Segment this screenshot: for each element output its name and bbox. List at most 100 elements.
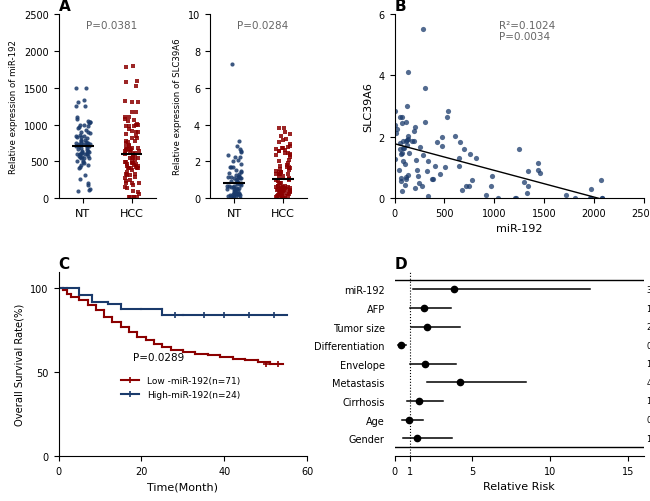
Point: [522, 190, 532, 198]
Point: [231, 189, 241, 197]
Point: [81, 139, 91, 147]
Point: [127, 108, 138, 116]
Point: [120, 137, 131, 145]
Point: [396, 178, 406, 186]
Point: [596, 195, 606, 203]
Point: [120, 150, 130, 158]
Text: 2.089[1.044,4.180]: 2.089[1.044,4.180]: [647, 323, 650, 332]
Point: [124, 164, 134, 172]
Point: [133, 145, 144, 153]
Point: [84, 119, 95, 127]
Point: [225, 163, 235, 171]
Point: [120, 116, 131, 124]
Point: [75, 151, 85, 159]
Point: [79, 97, 90, 105]
Point: [125, 149, 135, 157]
Point: [231, 185, 242, 193]
Point: [410, 185, 420, 193]
Point: [131, 108, 141, 116]
Point: [275, 170, 285, 178]
Point: [402, 172, 413, 180]
Point: [131, 163, 141, 171]
Point: [278, 136, 289, 144]
Text: 1.601[0.829,3.092]: 1.601[0.829,3.092]: [647, 397, 650, 406]
Point: [83, 140, 93, 148]
Point: [401, 173, 411, 181]
Point: [227, 194, 238, 202]
Point: [283, 183, 293, 191]
Point: [77, 149, 88, 157]
Point: [223, 192, 233, 200]
Point: [236, 174, 246, 182]
Point: [408, 128, 419, 136]
Point: [233, 179, 243, 187]
Point: [486, 173, 497, 181]
Point: [75, 164, 85, 172]
Point: [120, 97, 130, 105]
Text: 0.387[0.195,0.767]: 0.387[0.195,0.767]: [647, 341, 650, 350]
Point: [271, 192, 281, 200]
Point: [120, 79, 131, 87]
Point: [402, 135, 413, 143]
Point: [133, 189, 143, 197]
Point: [74, 143, 85, 151]
Point: [222, 186, 233, 194]
Point: [228, 191, 239, 199]
Point: [401, 138, 411, 146]
Point: [278, 187, 288, 195]
Point: [396, 151, 406, 159]
Point: [72, 115, 82, 123]
Point: [129, 170, 140, 178]
Point: [127, 160, 138, 168]
Point: [125, 146, 136, 154]
Point: [126, 164, 136, 172]
Point: [493, 195, 503, 203]
Point: [83, 149, 93, 157]
Point: [76, 161, 86, 169]
Point: [120, 114, 130, 122]
Point: [459, 146, 469, 154]
Point: [126, 146, 136, 154]
Point: [124, 142, 135, 150]
Point: [124, 143, 134, 151]
Point: [133, 147, 144, 155]
Point: [411, 157, 422, 165]
Point: [227, 183, 238, 191]
Point: [402, 103, 413, 111]
Point: [120, 174, 131, 182]
Point: [398, 158, 408, 166]
Point: [274, 158, 285, 166]
Point: [486, 182, 497, 190]
Point: [407, 138, 417, 146]
Point: [512, 195, 522, 203]
Point: [534, 169, 545, 177]
Point: [76, 137, 86, 145]
Point: [73, 188, 83, 196]
Point: [131, 133, 141, 141]
Point: [231, 176, 241, 184]
Point: [130, 137, 140, 145]
Point: [132, 164, 142, 172]
Point: [80, 172, 90, 180]
Point: [230, 187, 240, 195]
Point: [278, 194, 288, 202]
Point: [226, 164, 236, 172]
Point: [229, 190, 240, 198]
Point: [395, 146, 405, 154]
Point: [273, 192, 283, 200]
Point: [233, 186, 243, 194]
Point: [229, 182, 239, 190]
Point: [120, 147, 131, 155]
Point: [233, 190, 244, 198]
Point: [83, 140, 93, 148]
Point: [422, 167, 432, 175]
Point: [76, 154, 86, 162]
Point: [82, 147, 92, 155]
Point: [450, 133, 460, 141]
Point: [82, 143, 92, 151]
Point: [123, 138, 133, 146]
Point: [122, 171, 132, 179]
Point: [280, 150, 290, 158]
Point: [83, 129, 93, 137]
Point: [415, 143, 425, 151]
